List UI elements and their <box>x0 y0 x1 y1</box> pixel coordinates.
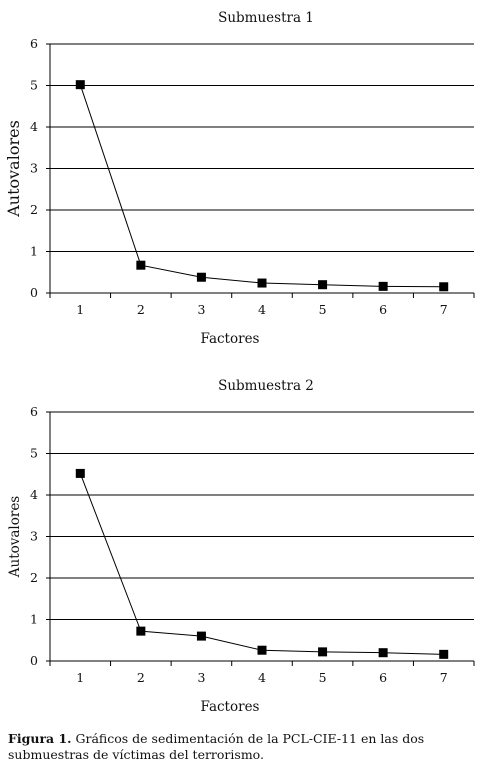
y-tick-label: 2 <box>30 570 38 585</box>
chart-svg: Submuestra 1 0 1 2 3 4 5 6 1 2 3 4 5 6 7 Factores Autova… <box>4 10 475 347</box>
scree-plot-submuestra-2: Submuestra 2 0 1 2 3 4 5 6 1 2 3 4 5 6 7 Factores Autova… <box>0 368 486 728</box>
data-point <box>196 631 206 641</box>
data-point <box>136 260 146 270</box>
series-line <box>79 473 444 655</box>
figure-caption: Figura 1. Gráficos de sedimentación de l… <box>8 731 478 763</box>
y-tick-label: 5 <box>30 78 38 93</box>
chart-svg: Submuestra 2 0 1 2 3 4 5 6 1 2 3 4 5 6 7 Factores Autova… <box>7 378 475 715</box>
y-tick-label: 1 <box>30 612 38 627</box>
caption-label: Figura 1. <box>8 731 72 746</box>
x-tick-label: 1 <box>76 302 84 317</box>
y-tick-label: 3 <box>30 529 38 544</box>
caption-text: Gráficos de sedimentación de la PCL-CIE-… <box>8 731 425 762</box>
y-tick-label: 0 <box>30 285 38 300</box>
x-tick-label: 7 <box>440 302 448 317</box>
data-point <box>318 280 328 290</box>
y-tick-label: 2 <box>30 202 38 217</box>
data-point <box>196 272 206 282</box>
y-tick-label: 1 <box>30 244 38 259</box>
x-tick-label: 6 <box>379 670 387 685</box>
x-axis-label: Factores <box>201 331 260 347</box>
data-point <box>439 649 449 659</box>
data-point <box>75 468 85 478</box>
y-tick-label: 0 <box>30 653 38 668</box>
data-point <box>378 648 388 658</box>
data-point <box>257 645 267 655</box>
scree-plot-submuestra-1: Submuestra 1 0 1 2 3 4 5 6 1 2 3 4 5 6 7 Factores Autova… <box>0 0 486 360</box>
x-tick-label: 2 <box>137 302 145 317</box>
data-point <box>318 647 328 657</box>
y-axis-label: Autovalores <box>4 120 23 218</box>
x-tick-label: 3 <box>197 670 205 685</box>
x-tick-label: 4 <box>258 670 266 685</box>
x-tick-label: 3 <box>197 302 205 317</box>
series-line <box>79 84 444 288</box>
chart-title: Submuestra 2 <box>218 378 314 394</box>
chart-title: Submuestra 1 <box>218 10 314 26</box>
x-tick-label: 5 <box>319 670 327 685</box>
x-tick-label: 7 <box>440 670 448 685</box>
x-axis-label: Factores <box>201 699 260 715</box>
data-point <box>136 626 146 636</box>
data-point <box>75 80 85 90</box>
data-point <box>378 281 388 291</box>
y-tick-label: 6 <box>30 404 38 419</box>
x-tick-label: 4 <box>258 302 266 317</box>
y-tick-label: 6 <box>30 36 38 51</box>
y-tick-label: 3 <box>30 161 38 176</box>
x-tick-label: 2 <box>137 670 145 685</box>
data-point <box>439 282 449 292</box>
x-tick-label: 6 <box>379 302 387 317</box>
x-tick-label: 5 <box>319 302 327 317</box>
y-axis-label: Autovalores <box>7 496 23 579</box>
data-point <box>257 278 267 288</box>
y-tick-label: 5 <box>30 446 38 461</box>
y-tick-label: 4 <box>30 487 38 502</box>
x-tick-label: 1 <box>76 670 84 685</box>
y-tick-label: 4 <box>30 119 38 134</box>
